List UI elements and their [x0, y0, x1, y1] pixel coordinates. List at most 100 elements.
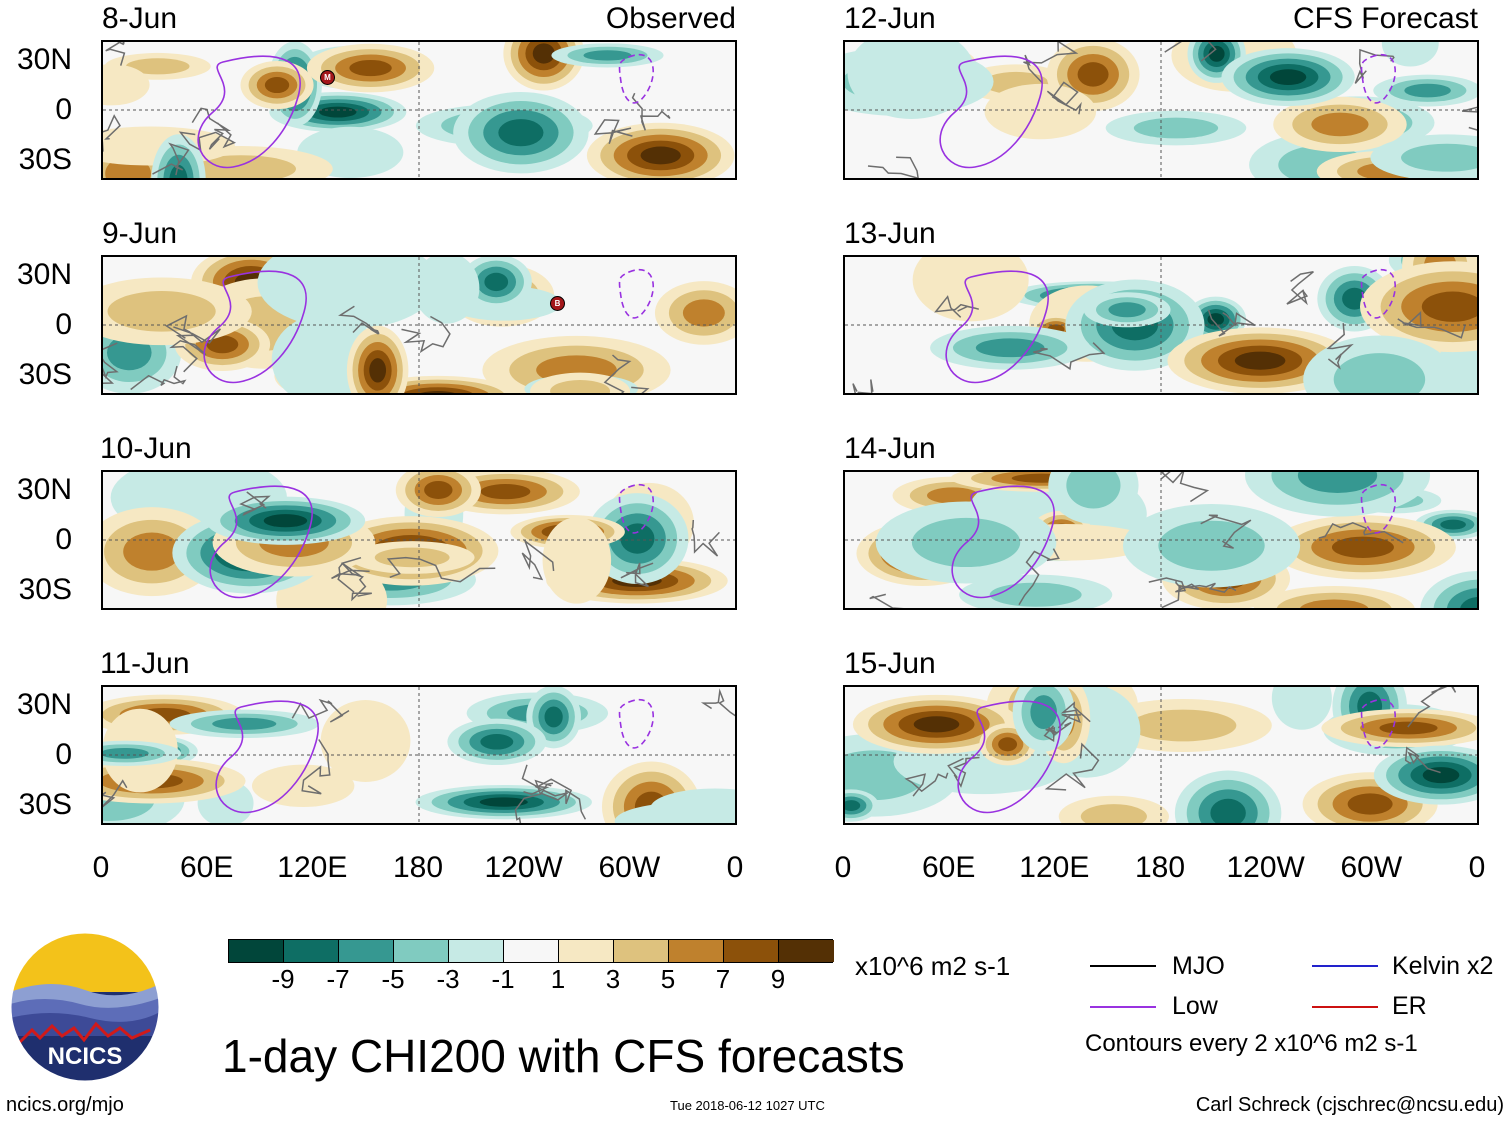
low-filter-contour [197, 55, 301, 169]
lat-label-30s-row4: 30S [18, 788, 72, 821]
colorbar-tick-label: -1 [491, 964, 515, 994]
anomaly-map-8-jun [101, 40, 737, 180]
negative-anomaly-contour [498, 119, 544, 147]
low-filter-contour [957, 700, 1061, 814]
footer-timestamp: Tue 2018-06-12 1027 UTC [670, 1098, 825, 1113]
low-filter-contour-dashed [618, 699, 655, 749]
lon-label-60w-right: 60W [1340, 851, 1403, 884]
negative-anomaly-contour [1460, 596, 1477, 608]
anomaly-map-9-jun [101, 255, 737, 395]
positive-anomaly-contour [998, 737, 1018, 752]
positive-anomaly-contour [542, 517, 612, 604]
positive-anomaly-contour [349, 59, 392, 77]
ncics-logo: NCICS [10, 932, 160, 1082]
colorbar-swatch [779, 940, 834, 962]
negative-anomaly-contour [847, 42, 976, 120]
colorbar-swatch [669, 940, 724, 962]
positive-anomaly-contour [1331, 536, 1394, 558]
negative-anomaly-contour [544, 706, 563, 728]
colorbar-tick-label: 9 [770, 964, 786, 994]
negative-anomaly-contour [1108, 302, 1146, 318]
contour-note: Contours every 2 x10^6 m2 s-1 [1085, 1030, 1418, 1057]
positive-anomaly-contour [420, 391, 455, 393]
positive-anomaly-contour [103, 64, 150, 106]
legend-line-mjo [1090, 965, 1156, 967]
storm-marker-b: B [550, 296, 565, 311]
colorbar-tick-label: 3 [605, 964, 621, 994]
colorbar-tick-label: -3 [436, 964, 460, 994]
low-filter-contour-dashed [1360, 269, 1397, 319]
lat-label-30n-row1: 30N [16, 43, 72, 76]
anomaly-map-10-jun [101, 470, 737, 610]
lat-label-0-row2: 0 [55, 308, 72, 341]
low-filter-contour-dashed [618, 484, 655, 534]
low-filter-contour [945, 270, 1049, 384]
coastline-outline [103, 305, 650, 393]
negative-anomaly-contour [845, 800, 861, 811]
figure-title: 1-day CHI200 with CFS forecasts [222, 1030, 905, 1082]
legend-line-low [1090, 1006, 1156, 1008]
low-filter-contour-dashed [1360, 484, 1397, 534]
colorbar-tick-label: -9 [271, 964, 295, 994]
lon-label-0-left: 0 [92, 851, 110, 884]
low-filter-contour [203, 270, 307, 384]
footer-credit: Carl Schreck (cjschrec@ncsu.edu) [1195, 1094, 1504, 1116]
colorbar [228, 939, 834, 963]
positive-anomaly-contour [1300, 599, 1369, 608]
negative-anomaly-contour [1271, 687, 1332, 730]
low-filter-contour-dashed [618, 54, 655, 104]
colorbar-tick-label: 5 [660, 964, 676, 994]
legend-line-kelvin [1312, 965, 1378, 967]
positive-anomaly-contour [264, 77, 290, 94]
negative-anomaly-contour [1422, 767, 1460, 784]
legend-label-low: Low [1172, 992, 1218, 1020]
legend-label-kelvin: Kelvin x2 [1392, 952, 1494, 980]
anomaly-map-14-jun [843, 470, 1479, 610]
negative-anomaly-contour [1133, 117, 1219, 139]
negative-anomaly-contour [1297, 472, 1378, 494]
colorbar-tick-label: 1 [550, 964, 566, 994]
panel-date-12-jun: 12-Jun [844, 2, 936, 35]
negative-anomaly-contour [1381, 42, 1439, 67]
positive-anomaly-contour [374, 547, 450, 568]
positive-anomaly-contour [424, 480, 453, 499]
negative-anomaly-contour [1269, 69, 1307, 86]
positive-anomaly-contour [550, 380, 611, 393]
colorbar-units: x10^6 m2 s-1 [855, 951, 1011, 981]
negative-anomaly-contour [263, 514, 308, 528]
lon-label-0-right: 0 [1468, 851, 1486, 884]
legend-label-mjo: MJO [1172, 952, 1225, 980]
colorbar-swatch [449, 940, 504, 962]
negative-anomaly-contour [1333, 353, 1426, 393]
colorbar-swatch [339, 940, 394, 962]
panel-date-11-jun: 11-Jun [100, 647, 190, 680]
anomaly-map-15-jun [843, 685, 1479, 825]
positive-anomaly-contour [369, 358, 387, 383]
negative-anomaly-contour [413, 257, 480, 324]
lat-label-30n-row2: 30N [16, 258, 72, 291]
positive-anomaly-contour [480, 484, 531, 500]
low-filter-contour [209, 485, 313, 599]
lon-label-120e-left: 120E [277, 851, 348, 884]
positive-anomaly-contour [107, 291, 216, 332]
positive-anomaly-contour [1080, 804, 1147, 823]
low-filter-contour-dashed [1360, 54, 1397, 104]
positive-anomaly-contour [913, 716, 960, 733]
colorbar-swatch [614, 940, 669, 962]
footer-url[interactable]: ncics.org/mjo [6, 1094, 124, 1116]
negative-anomaly-contour [480, 734, 514, 750]
negative-anomaly-contour [103, 747, 149, 759]
panel-date-15-jun: 15-Jun [844, 647, 936, 680]
negative-anomaly-contour [650, 788, 735, 823]
lon-label-60w-left: 60W [598, 851, 661, 884]
coastline-outline [103, 688, 735, 823]
panel-date-8-jun: 8-Jun [102, 2, 178, 35]
negative-anomaly-contour [1207, 313, 1225, 326]
positive-anomaly-contour [403, 387, 473, 393]
negative-anomaly-contour [1030, 695, 1057, 730]
lon-label-60e-left: 60E [179, 851, 234, 884]
negative-anomaly-contour [975, 338, 1045, 358]
negative-anomaly-contour [1208, 45, 1225, 62]
cfs-forecast-header: CFS Forecast [1292, 2, 1478, 35]
negative-anomaly-contour [257, 257, 439, 330]
